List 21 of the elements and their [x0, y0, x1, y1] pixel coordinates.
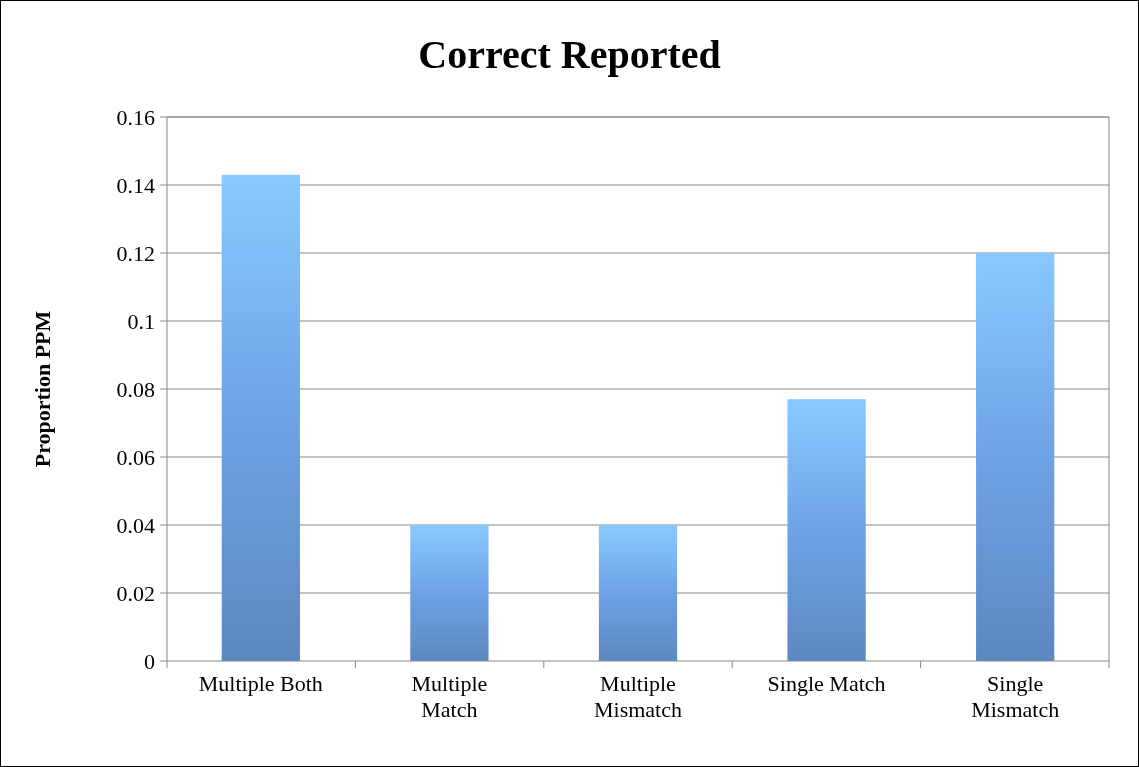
y-tick-label: 0.02: [116, 580, 155, 606]
bar: [976, 253, 1055, 661]
y-tick-label: 0: [144, 648, 155, 674]
chart-title: Correct Reported: [418, 32, 721, 77]
bar: [410, 525, 489, 661]
y-axis-title: Proportion PPM: [30, 310, 55, 468]
bar: [221, 174, 300, 661]
x-tick-label: Multiple Both: [198, 671, 323, 696]
x-tick-label: Single Mismatch: [971, 671, 1060, 722]
bar: [598, 525, 678, 661]
y-tick-label: 0.04: [116, 512, 155, 538]
bar: [787, 399, 866, 661]
y-tick-label: 0.16: [116, 104, 155, 130]
y-tick-label: 0.1: [127, 308, 155, 334]
x-tick-label: Multiple Match: [411, 671, 488, 722]
y-tick-label: 0.08: [116, 376, 155, 402]
y-tick-label: 0.12: [116, 240, 155, 266]
x-tick-label: Multiple Mismatch: [594, 671, 682, 722]
x-tick-label: Single Match: [767, 671, 886, 696]
y-tick-label: 0.06: [116, 444, 155, 470]
y-tick-label: 0.14: [116, 172, 155, 198]
